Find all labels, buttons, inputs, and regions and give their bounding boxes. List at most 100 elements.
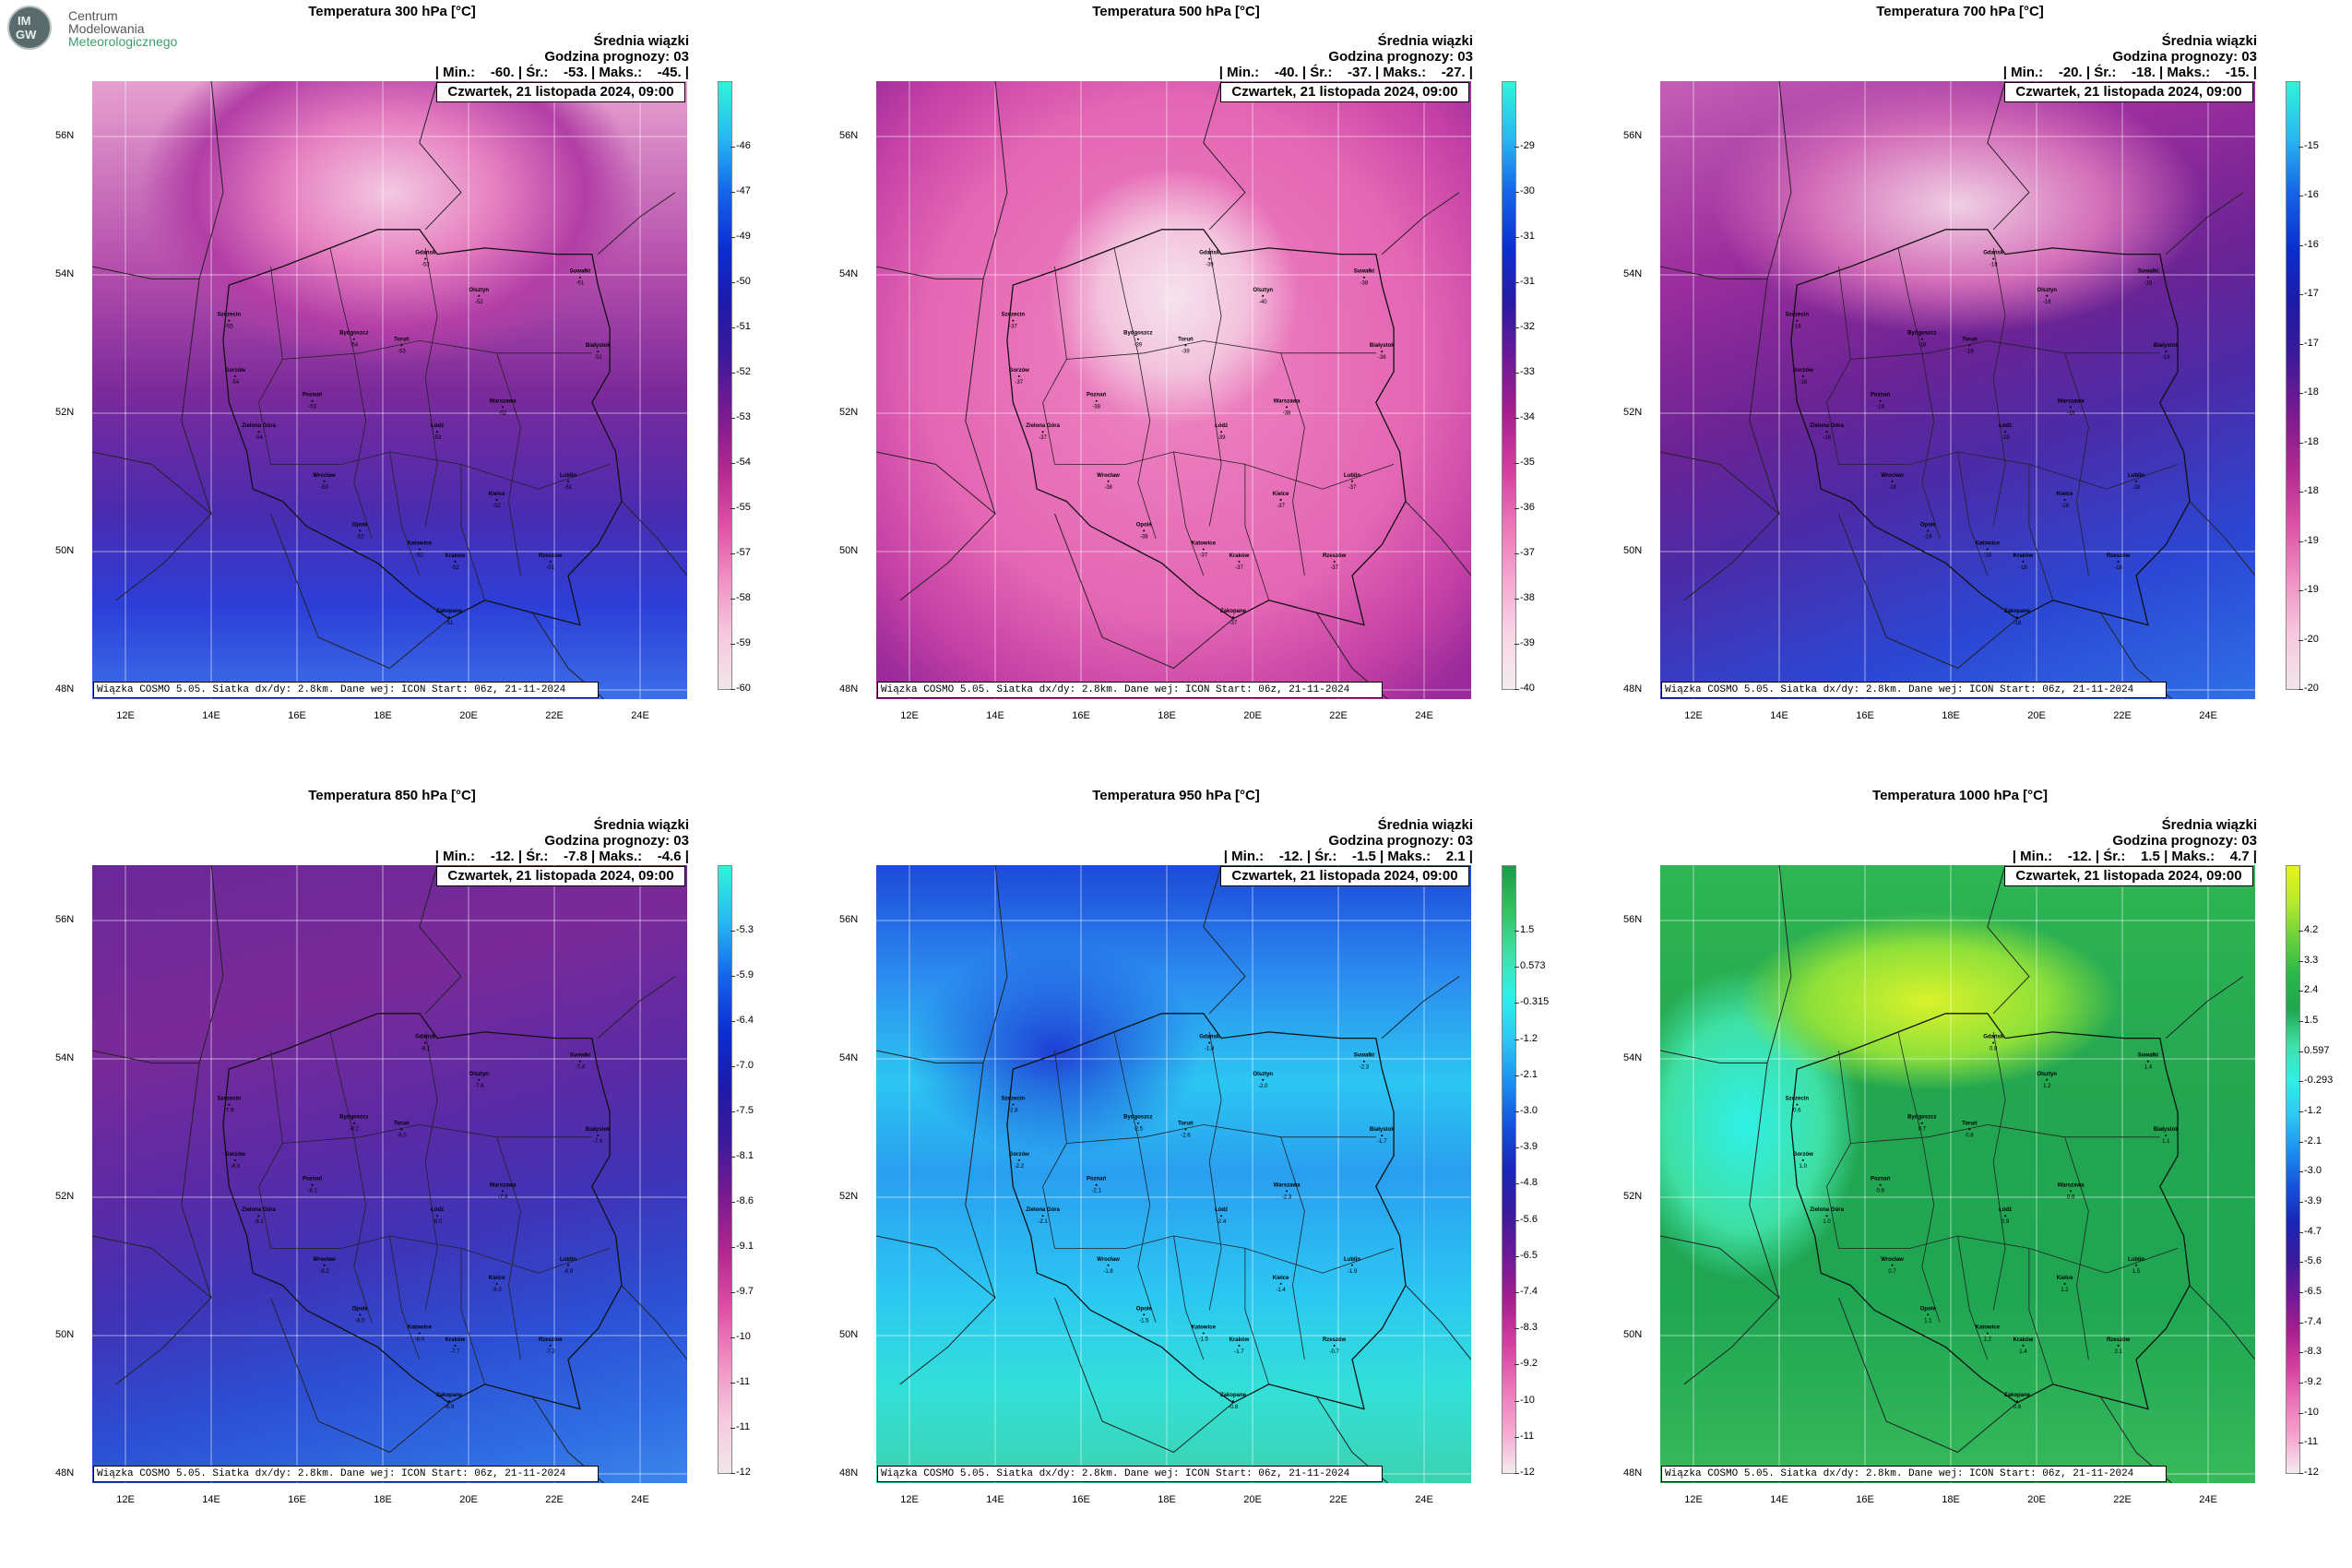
city-dot bbox=[1333, 560, 1336, 563]
city-dot bbox=[567, 1264, 569, 1266]
colorbar-tick: -36 bbox=[1515, 502, 1535, 513]
colorbar-tick: -19 bbox=[2299, 584, 2319, 596]
city-name: Białystok bbox=[586, 1127, 611, 1133]
country-border bbox=[1660, 1050, 1768, 1063]
colorbar-tick: -3.9 bbox=[1515, 1141, 1538, 1153]
city-name: Toruń bbox=[394, 1121, 410, 1126]
city-marker: Katowice -52 bbox=[408, 541, 433, 559]
latitude-label: 50N bbox=[839, 545, 859, 556]
city-dot bbox=[1968, 1128, 1971, 1131]
city-dot bbox=[424, 257, 427, 260]
city-value: -18 bbox=[1876, 405, 1884, 410]
info-line-mean: Średnia wiązki bbox=[2161, 33, 2257, 49]
colorbar-tick: -35 bbox=[1515, 457, 1535, 468]
city-dot bbox=[311, 399, 314, 402]
voivodeship-border bbox=[1280, 1136, 1305, 1360]
city-dot bbox=[1012, 319, 1015, 322]
city-marker: Kielce -1.4 bbox=[1273, 1276, 1289, 1293]
longitude-label: 18E bbox=[1158, 710, 1176, 721]
city-value: -53 bbox=[320, 485, 328, 491]
country-border bbox=[92, 1050, 200, 1063]
city-dot bbox=[567, 480, 569, 482]
logo-mark-text-top: IM bbox=[18, 14, 31, 28]
city-marker: Toruń -18 bbox=[1962, 337, 1978, 354]
city-name: Toruń bbox=[1178, 1121, 1194, 1126]
latitude-label: 56N bbox=[839, 130, 859, 141]
longitude-label: 20E bbox=[1243, 1494, 1262, 1505]
city-value: -18 bbox=[1918, 343, 1926, 349]
model-footer: Wiązka COSMO 5.05. Siatka dx/dy: 2.8km. … bbox=[877, 682, 1383, 698]
longitude-label: 12E bbox=[900, 1494, 919, 1505]
city-dot bbox=[1012, 1103, 1015, 1106]
voivodeship-border bbox=[1113, 247, 1139, 353]
city-value: -39 bbox=[1134, 343, 1142, 349]
longitude-label: 20E bbox=[2027, 710, 2046, 721]
map-panel: Temperatura 500 hPa [°C] Średnia wiązki Go… bbox=[784, 0, 1568, 784]
city-value: -18 bbox=[2043, 300, 2051, 305]
voivodeship-border bbox=[389, 451, 421, 576]
city-dot bbox=[2046, 1078, 2049, 1081]
latitude-label: 52N bbox=[55, 1191, 75, 1202]
city-value: -18 bbox=[1793, 325, 1801, 330]
city-value: -37 bbox=[1277, 504, 1285, 509]
voivodeship-border bbox=[1113, 1031, 1139, 1137]
city-name: Gorzów bbox=[225, 368, 245, 374]
city-name: Szczecin bbox=[1786, 313, 1810, 318]
city-marker: Gdańsk -39 bbox=[1199, 251, 1220, 268]
city-value: 0.8 bbox=[1966, 1133, 1974, 1138]
panel-title: Temperatura 850 hPa [°C] bbox=[308, 788, 476, 803]
city-name: Gorzów bbox=[1009, 368, 1029, 374]
city-dot bbox=[1184, 344, 1187, 347]
city-value: -2.3 bbox=[1282, 1194, 1292, 1200]
city-marker: Bydgoszcz 0.7 bbox=[1907, 1115, 1936, 1133]
city-marker: Suwałki -7.4 bbox=[570, 1053, 591, 1071]
longitude-label: 22E bbox=[545, 710, 564, 721]
city-value: -7.9 bbox=[224, 1109, 234, 1114]
colorbar-tick: -46 bbox=[731, 140, 751, 151]
city-name: Kraków bbox=[445, 1337, 466, 1343]
map-overlay: Gdańsk -53 Olsztyn -52 Suwałki -51 Szczecin -55… bbox=[92, 81, 687, 699]
city-value: -18 bbox=[2067, 410, 2075, 416]
city-name: Toruń bbox=[1962, 1121, 1978, 1126]
city-marker: Toruń 0.8 bbox=[1962, 1121, 1978, 1138]
city-dot bbox=[1232, 616, 1234, 619]
colorbar-tick: -3.0 bbox=[2299, 1165, 2322, 1177]
city-name: Poznań bbox=[1871, 393, 1891, 398]
colorbar-tick: -7.4 bbox=[2299, 1315, 2322, 1327]
city-dot bbox=[1095, 1183, 1098, 1186]
city-name: Opole bbox=[1920, 1306, 1937, 1312]
longitude-label: 20E bbox=[459, 710, 478, 721]
colorbar-tick: -55 bbox=[731, 502, 751, 513]
info-line-forecast-hour: Godzina prognozy: 03 bbox=[2112, 833, 2257, 849]
country-border bbox=[92, 266, 200, 279]
city-marker: Bydgoszcz -2.5 bbox=[1123, 1115, 1152, 1133]
country-border bbox=[92, 451, 212, 515]
colorbar-tick: -58 bbox=[731, 592, 751, 603]
city-dot bbox=[352, 1122, 355, 1124]
city-name: Łódź bbox=[1215, 423, 1228, 429]
map-panel: Temperatura 300 hPa [°C] Średnia wiązki Go… bbox=[0, 0, 784, 784]
city-marker: Zielona Góra 1.0 bbox=[1810, 1207, 1844, 1225]
city-marker: Gorzów -54 bbox=[225, 368, 245, 386]
city-dot bbox=[1262, 294, 1265, 297]
city-name: Poznań bbox=[303, 393, 323, 398]
city-marker: Lublin -51 bbox=[560, 473, 576, 491]
city-value: -39 bbox=[1206, 263, 1214, 268]
city-dot bbox=[323, 1264, 326, 1266]
city-dot bbox=[2070, 406, 2073, 409]
city-name: Poznań bbox=[1087, 1177, 1107, 1182]
city-value: -2.6 bbox=[1181, 1133, 1191, 1138]
city-name: Kraków bbox=[2013, 553, 2034, 559]
city-name: Szczecin bbox=[218, 313, 242, 318]
longitude-label: 24E bbox=[2199, 1494, 2217, 1505]
city-value: -18 bbox=[1990, 263, 1998, 268]
city-marker: Szczecin -2.8 bbox=[1002, 1097, 1026, 1114]
voivodeship-border bbox=[389, 1235, 421, 1360]
city-dot bbox=[2135, 480, 2137, 482]
city-name: Toruń bbox=[394, 337, 410, 342]
city-marker: Białystok -18 bbox=[2154, 343, 2179, 361]
city-name: Kielce bbox=[1273, 492, 1289, 497]
city-marker: Zakopane -6.9 bbox=[436, 1393, 463, 1410]
city-dot bbox=[1891, 1264, 1894, 1266]
city-name: Szczecin bbox=[1002, 313, 1026, 318]
